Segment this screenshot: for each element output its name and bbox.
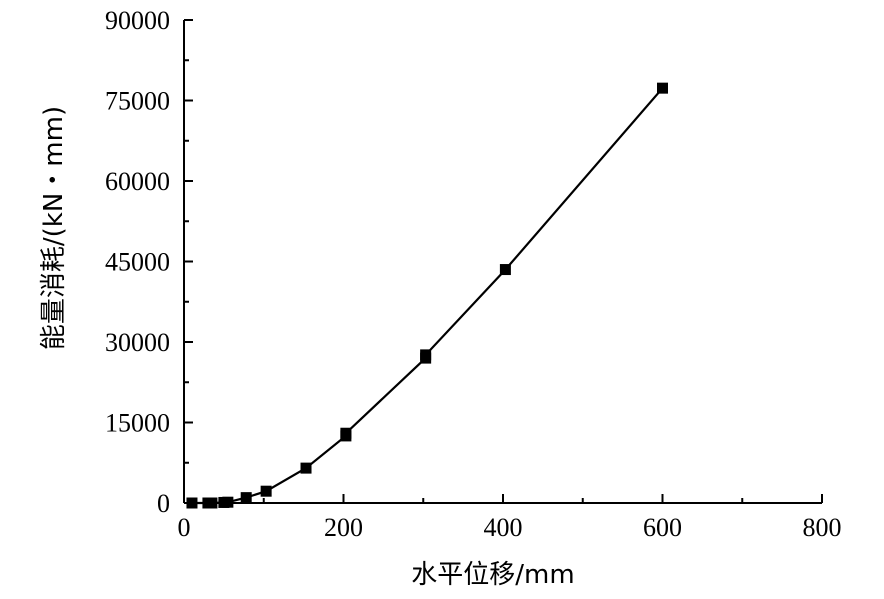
data-point-marker — [260, 485, 272, 497]
y-tick-label: 45000 — [105, 248, 170, 277]
data-point-marker — [300, 462, 312, 474]
data-point-marker — [657, 82, 668, 94]
x-tick-label: 400 — [484, 513, 523, 542]
data-point-marker — [420, 349, 432, 361]
data-point-marker — [499, 264, 511, 276]
data-point-marker — [240, 492, 252, 504]
series-line — [192, 87, 664, 505]
axes: 0 200 400 600 800 0 15000 30000 45000 60000 75000 9… — [105, 6, 842, 542]
y-tick-label: 30000 — [105, 328, 170, 357]
y-axis-label: 能量消耗/(kN・mm) — [39, 106, 69, 350]
data-point-marker — [340, 427, 352, 439]
x-axis-label: 水平位移/mm — [411, 560, 574, 590]
x-tick-label: 200 — [324, 513, 363, 542]
x-tick-label: 800 — [803, 513, 842, 542]
y-tick-label: 90000 — [105, 6, 170, 35]
y-tick-label: 15000 — [105, 409, 170, 438]
y-tick-label: 60000 — [105, 167, 170, 196]
plot-area — [186, 82, 668, 509]
x-tick-label: 600 — [643, 513, 682, 542]
x-tick-label: 0 — [178, 513, 191, 542]
y-tick-label: 0 — [157, 489, 170, 518]
y-tick-label: 75000 — [105, 87, 170, 116]
